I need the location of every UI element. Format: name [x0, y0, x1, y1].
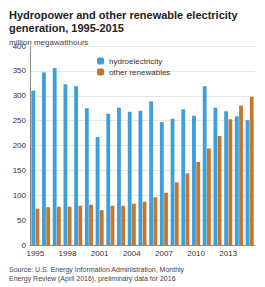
- svg-text:other renewables: other renewables: [109, 68, 170, 77]
- svg-text:2010: 2010: [187, 249, 205, 258]
- svg-text:Hydropower and other renewable: Hydropower and other renewable electrici…: [9, 9, 241, 21]
- svg-text:300: 300: [13, 91, 27, 100]
- svg-text:50: 50: [17, 216, 26, 225]
- svg-text:350: 350: [13, 66, 27, 75]
- svg-text:million megawatthours: million megawatthours: [9, 38, 89, 47]
- svg-text:2013: 2013: [219, 249, 237, 258]
- svg-text:100: 100: [13, 191, 27, 200]
- svg-text:generation, 1995-2015: generation, 1995-2015: [9, 22, 124, 34]
- svg-text:2001: 2001: [91, 249, 109, 258]
- svg-text:hydroelectricity: hydroelectricity: [109, 57, 162, 66]
- svg-text:200: 200: [13, 141, 27, 150]
- svg-text:0: 0: [21, 240, 26, 250]
- svg-text:2007: 2007: [155, 249, 173, 258]
- svg-text:Energy Review (April 2016), pr: Energy Review (April 2016), preliminary …: [9, 275, 176, 283]
- svg-text:250: 250: [13, 116, 27, 125]
- svg-text:Source: U.S. Energy Informatio: Source: U.S. Energy Information Administ…: [9, 266, 186, 274]
- svg-text:150: 150: [13, 166, 27, 175]
- svg-text:2004: 2004: [123, 249, 141, 258]
- svg-text:1995: 1995: [26, 249, 44, 258]
- svg-text:1998: 1998: [59, 249, 77, 258]
